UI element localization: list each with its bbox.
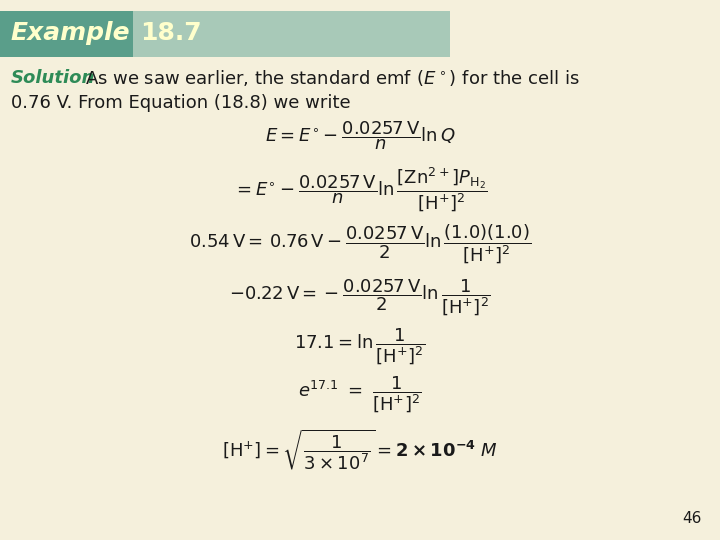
Text: $[\mathrm{H}^{+}]{=}\sqrt{\dfrac{1}{3\times10^{7}}} = \mathbf{2\times10^{-4}}\ \: $[\mathrm{H}^{+}]{=}\sqrt{\dfrac{1}{3\ti… [222, 427, 498, 471]
Text: $E = E^{\circ} - \dfrac{0.0257\,\mathrm{V}}{n}\ln Q$: $E = E^{\circ} - \dfrac{0.0257\,\mathrm{… [265, 120, 455, 152]
Text: As we saw earlier, the standard emf ($E^\circ$) for the cell is: As we saw earlier, the standard emf ($E^… [85, 68, 580, 89]
FancyBboxPatch shape [133, 11, 450, 57]
Text: $17.1 = \ln\dfrac{1}{[\mathrm{H}^{+}]^2}$: $17.1 = \ln\dfrac{1}{[\mathrm{H}^{+}]^2}… [294, 327, 426, 367]
Text: $-0.22\,\mathrm{V} = -\dfrac{0.0257\,\mathrm{V}}{2}\ln\dfrac{1}{[\mathrm{H}^{+}]: $-0.22\,\mathrm{V} = -\dfrac{0.0257\,\ma… [229, 278, 491, 318]
FancyBboxPatch shape [0, 11, 133, 57]
Text: $e^{17.1}\ =\ \dfrac{1}{[\mathrm{H}^{+}]^2}$: $e^{17.1}\ =\ \dfrac{1}{[\mathrm{H}^{+}]… [298, 375, 422, 415]
Text: 46: 46 [683, 511, 702, 526]
Text: 0.76 V. From Equation (18.8) we write: 0.76 V. From Equation (18.8) we write [11, 93, 351, 112]
Text: $0.54\,\mathrm{V}{=}\,0.76\,\mathrm{V} - \dfrac{0.0257\,\mathrm{V}}{2}\ln\dfrac{: $0.54\,\mathrm{V}{=}\,0.76\,\mathrm{V} -… [189, 222, 531, 266]
Text: $=E^{\circ} - \dfrac{0.0257\,\mathrm{V}}{n}\ln\dfrac{[\mathrm{Zn}^{2+}]P_{\mathr: $=E^{\circ} - \dfrac{0.0257\,\mathrm{V}}… [233, 166, 487, 214]
Text: Solution: Solution [11, 69, 95, 87]
Text: Example: Example [11, 22, 130, 45]
Text: 18.7: 18.7 [140, 22, 202, 45]
